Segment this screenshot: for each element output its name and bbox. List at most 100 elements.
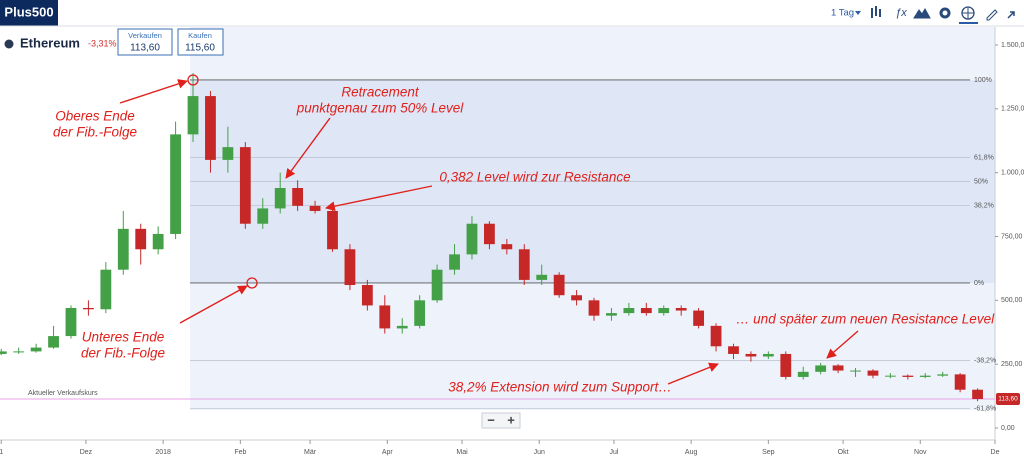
candle-body xyxy=(170,134,181,234)
annotation-arrow xyxy=(285,117,331,179)
candle-body xyxy=(100,269,112,310)
toolbar: ƒx xyxy=(871,6,1015,24)
annotation-arrow xyxy=(119,79,188,104)
annotation: 0,382 Level wird zur Resistance xyxy=(439,170,630,185)
x-tick-label: 2018 xyxy=(155,449,171,456)
price-caption: Aktueller Verkaufskurs xyxy=(28,390,98,397)
candle-body xyxy=(588,300,600,316)
candle-body xyxy=(292,187,304,206)
candle-body xyxy=(850,370,861,372)
candle-body xyxy=(414,300,426,326)
y-tick-label: 750,00 xyxy=(1001,233,1023,240)
candle-body xyxy=(658,307,670,314)
candle-body xyxy=(205,96,216,160)
annotation: … und später zum neuen Resistance Level xyxy=(736,312,995,327)
candle-body xyxy=(484,223,495,245)
settings-icon[interactable] xyxy=(939,7,951,19)
instrument: Ethereum xyxy=(20,35,80,50)
candle-body xyxy=(972,389,983,399)
candle-body xyxy=(675,307,687,311)
sell-button[interactable] xyxy=(117,28,173,56)
candle-body xyxy=(0,351,7,354)
candle-body xyxy=(693,310,705,326)
candle-body xyxy=(466,223,478,255)
candle-body xyxy=(257,208,269,224)
price-tag-label: 113,60 xyxy=(998,396,1018,403)
draw-icon[interactable] xyxy=(986,9,998,21)
info-icon[interactable] xyxy=(4,39,14,49)
annotation-arrow xyxy=(325,185,433,212)
candle-body xyxy=(501,244,513,250)
y-tick-label: 1.250,00 xyxy=(1001,106,1024,113)
instrument-header: Ethereum -3,31% Verkaufen 113,60 Kaufen … xyxy=(4,28,224,56)
fib-top-marker xyxy=(187,74,199,86)
x-tick-label: Aug xyxy=(685,449,698,456)
candle-body xyxy=(344,249,356,286)
candle-body xyxy=(274,187,286,209)
x-tick-label: Feb xyxy=(234,449,246,456)
globe-lines xyxy=(962,7,974,19)
x-tick-label: Sep xyxy=(762,449,775,456)
candle-body xyxy=(239,147,251,224)
candle-icon[interactable] xyxy=(871,6,881,18)
chart-type-icon[interactable] xyxy=(913,8,931,19)
y-tick-label: 0,00 xyxy=(1001,425,1015,432)
candle-body xyxy=(867,370,879,376)
candle-body xyxy=(553,274,565,296)
annotation: punktgenau zum 50% Level xyxy=(296,101,465,116)
candle-body xyxy=(571,295,582,301)
candle-body xyxy=(449,254,460,270)
candle-body xyxy=(762,353,774,357)
logo[interactable]: Plus500 xyxy=(4,4,53,19)
x-tick-label: Dez xyxy=(80,449,93,456)
candle-body xyxy=(152,233,164,250)
buy-label: Kaufen xyxy=(188,31,212,40)
buy-button[interactable] xyxy=(177,28,224,56)
candle-body xyxy=(518,249,530,280)
x-tick-label: Okt xyxy=(838,449,849,456)
candle-body xyxy=(48,336,59,348)
y-tick-label: 250,00 xyxy=(1001,361,1023,368)
candle-body xyxy=(710,325,722,347)
candle-body xyxy=(728,346,739,354)
y-tick-label: 500,00 xyxy=(1001,297,1023,304)
zoom-in[interactable]: + xyxy=(507,412,515,427)
y-tick-label: 1.000,00 xyxy=(1001,170,1024,177)
sell-label: Verkaufen xyxy=(128,31,162,40)
y-tick-label: 1.500,00 xyxy=(1001,42,1024,49)
zoom-out[interactable]: − xyxy=(487,412,495,427)
candle-body xyxy=(780,353,792,377)
candle-body xyxy=(65,307,77,337)
annotation: der Fib.-Folge xyxy=(53,125,137,140)
fx-icon[interactable]: ƒx xyxy=(895,7,907,19)
timeframe[interactable]: 1 Tag xyxy=(831,8,854,19)
x-tick-label: De xyxy=(991,449,1000,456)
sell-price: 113,60 xyxy=(130,43,160,54)
collapse-icon[interactable] xyxy=(1007,11,1015,19)
candle-body xyxy=(379,305,391,329)
candle-body xyxy=(919,375,931,377)
candle-body xyxy=(361,285,373,306)
x-tick-label: Mär xyxy=(304,449,317,456)
fib-label: 0% xyxy=(974,280,984,287)
fib-label: -61,8% xyxy=(974,405,996,412)
candle-body xyxy=(623,307,635,314)
logo-box[interactable] xyxy=(0,0,58,26)
annotation: Unteres Ende xyxy=(82,330,165,345)
annotation: 38,2% Extension wird zum Support… xyxy=(448,380,672,395)
fib-bottom-marker xyxy=(246,277,258,289)
fib-label: 38,2% xyxy=(974,202,994,209)
plot: 0,00 250,00 500,00 750,00 1.000,00 1.250,00 1.… xyxy=(0,27,1024,456)
candle-body xyxy=(83,307,94,310)
fib-label: -38,2% xyxy=(974,357,996,364)
annotation: Oberes Ende xyxy=(55,109,135,124)
candle-body xyxy=(327,210,338,250)
annotation-arrow xyxy=(667,362,719,385)
candle-body xyxy=(815,365,827,372)
price-tag xyxy=(996,392,1020,405)
annotation-arrow xyxy=(826,330,859,359)
zoom-box xyxy=(481,412,521,429)
candle-body xyxy=(135,228,147,250)
fib-label: 50% xyxy=(974,178,988,185)
candle-body xyxy=(606,313,617,316)
